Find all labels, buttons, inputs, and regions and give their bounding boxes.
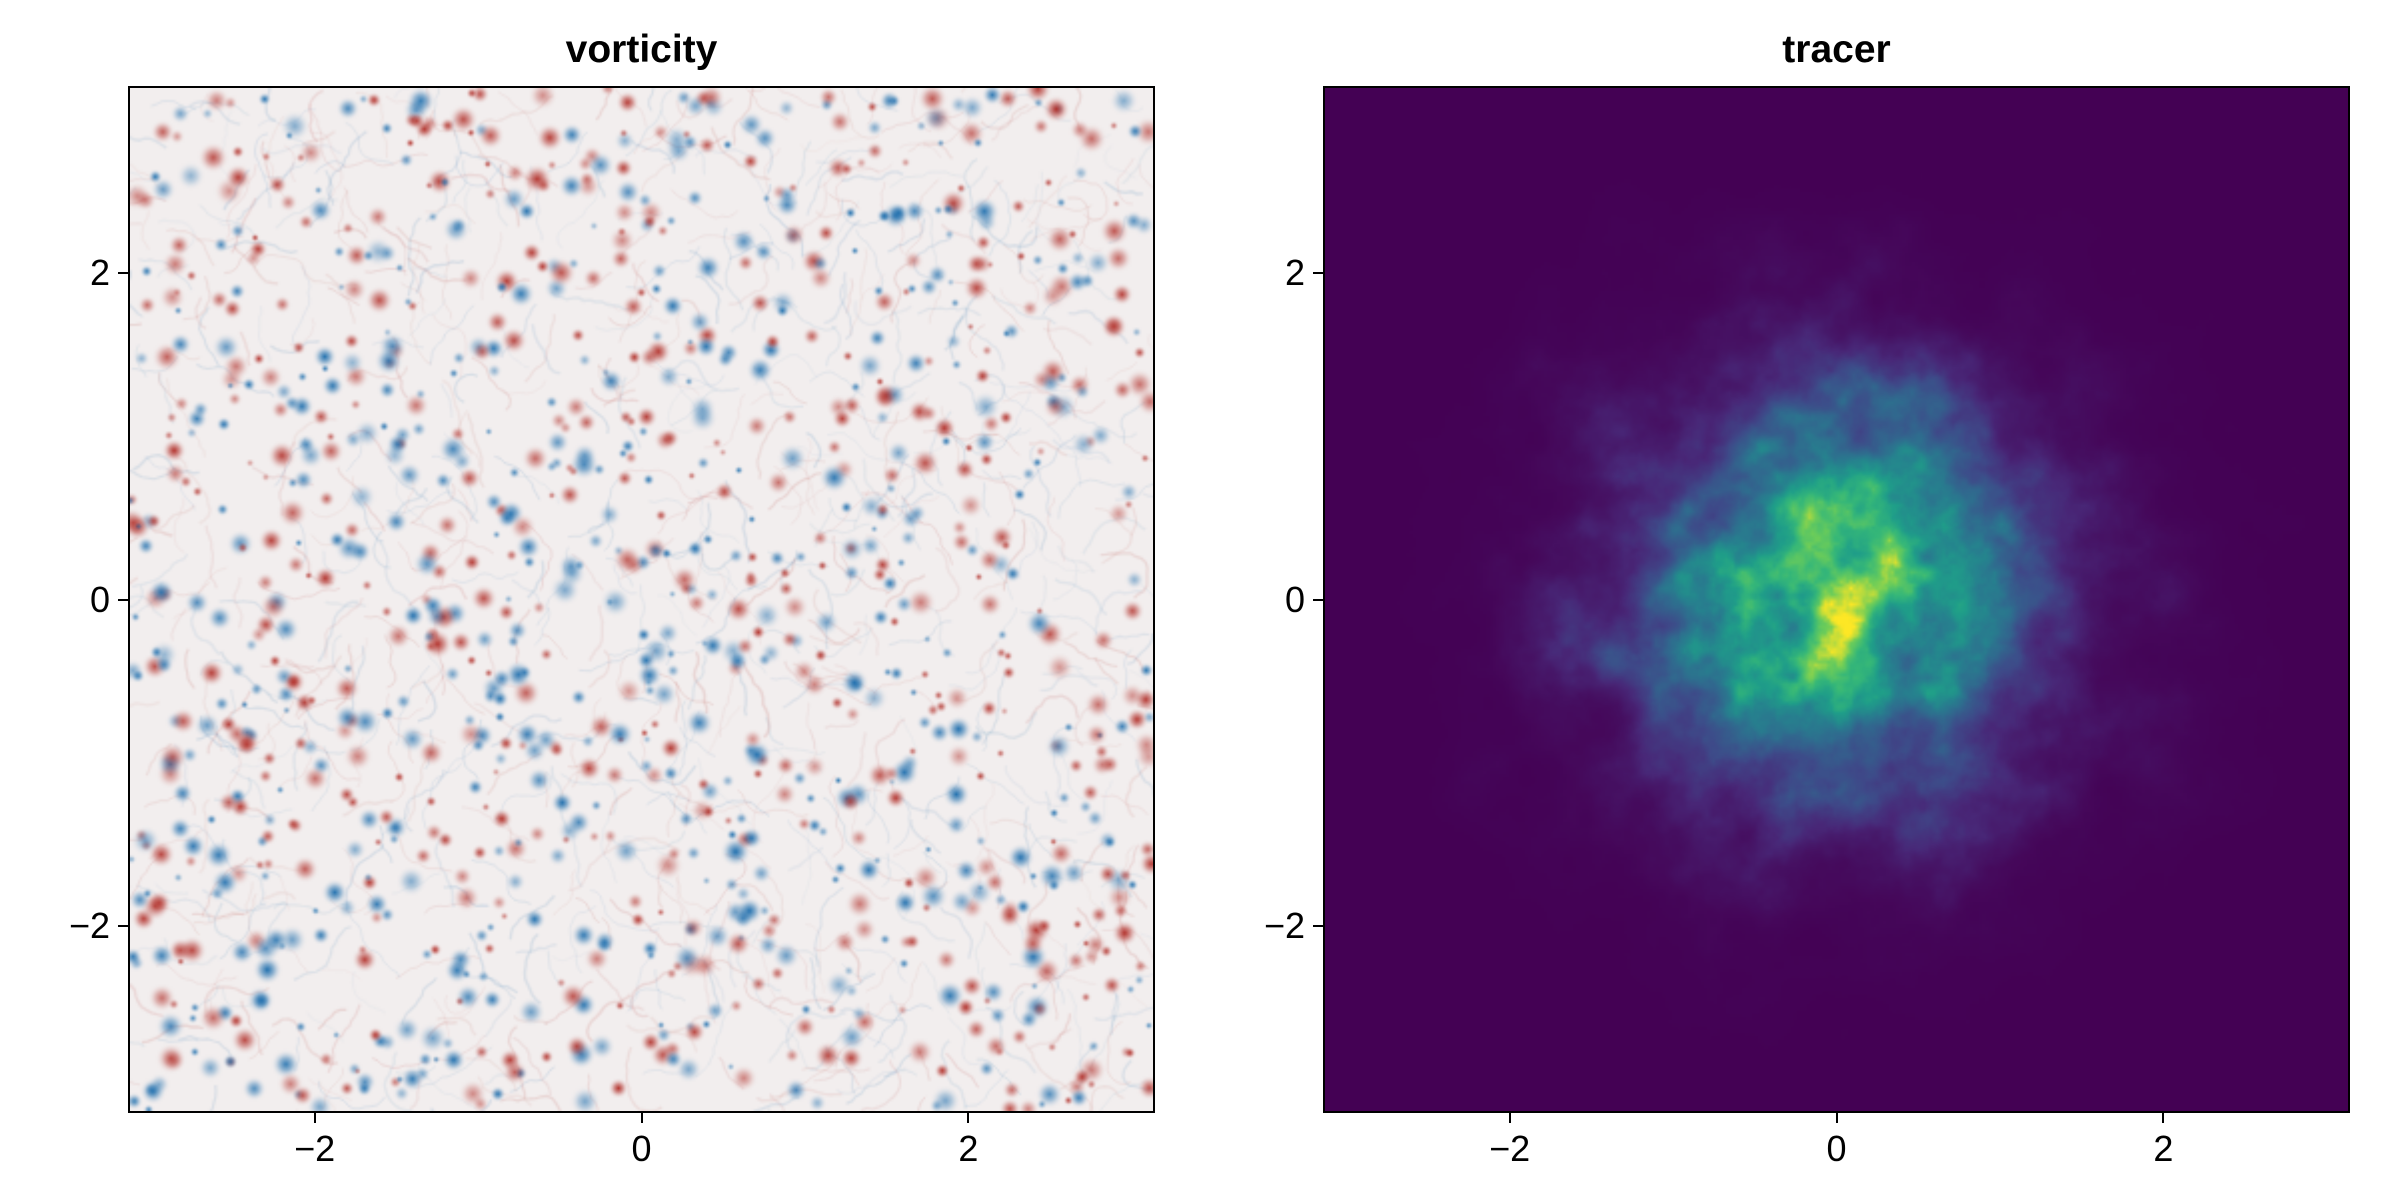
tracer-xtick-label: −2	[1489, 1128, 1531, 1169]
tracer-xtick-label: 0	[1826, 1128, 1847, 1169]
tracer-panel: tracer −2 0 2 −2 0 2	[1195, 0, 2395, 1200]
vorticity-title: vorticity	[565, 28, 718, 71]
tracer-plot-area	[1323, 86, 2350, 1113]
xtick-mark	[2162, 1113, 2165, 1123]
xtick-mark	[967, 1113, 970, 1123]
tracer-ytick-label: 0	[1284, 578, 1305, 620]
vorticity-ytick-label: 0	[89, 578, 110, 620]
ytick-mark	[1313, 271, 1323, 274]
ytick-mark	[118, 925, 128, 928]
tracer-title: tracer	[1782, 28, 1891, 71]
ytick-mark	[1313, 598, 1323, 601]
ytick-mark	[118, 598, 128, 601]
xtick-mark	[640, 1113, 643, 1123]
xtick-mark	[1835, 1113, 1838, 1123]
ytick-mark	[118, 271, 128, 274]
vorticity-ytick-label: 2	[89, 251, 110, 293]
vorticity-ytick-label: −2	[68, 905, 110, 947]
vorticity-xtick-label: 2	[958, 1128, 979, 1169]
tracer-heatmap	[1325, 88, 2348, 1111]
vorticity-xtick-label: −2	[294, 1128, 336, 1169]
ytick-mark	[1313, 925, 1323, 928]
xtick-mark	[1508, 1113, 1511, 1123]
vorticity-plot-area	[128, 86, 1155, 1113]
vorticity-heatmap	[130, 88, 1153, 1111]
tracer-ytick-label: 2	[1284, 251, 1305, 293]
tracer-ytick-label: −2	[1263, 905, 1305, 947]
vorticity-panel: vorticity −2 0 2 −2 0 2	[68, 28, 1155, 1169]
tracer-xtick-label: 2	[2153, 1128, 2174, 1169]
xtick-mark	[313, 1113, 316, 1123]
vorticity-xtick-label: 0	[631, 1128, 652, 1169]
